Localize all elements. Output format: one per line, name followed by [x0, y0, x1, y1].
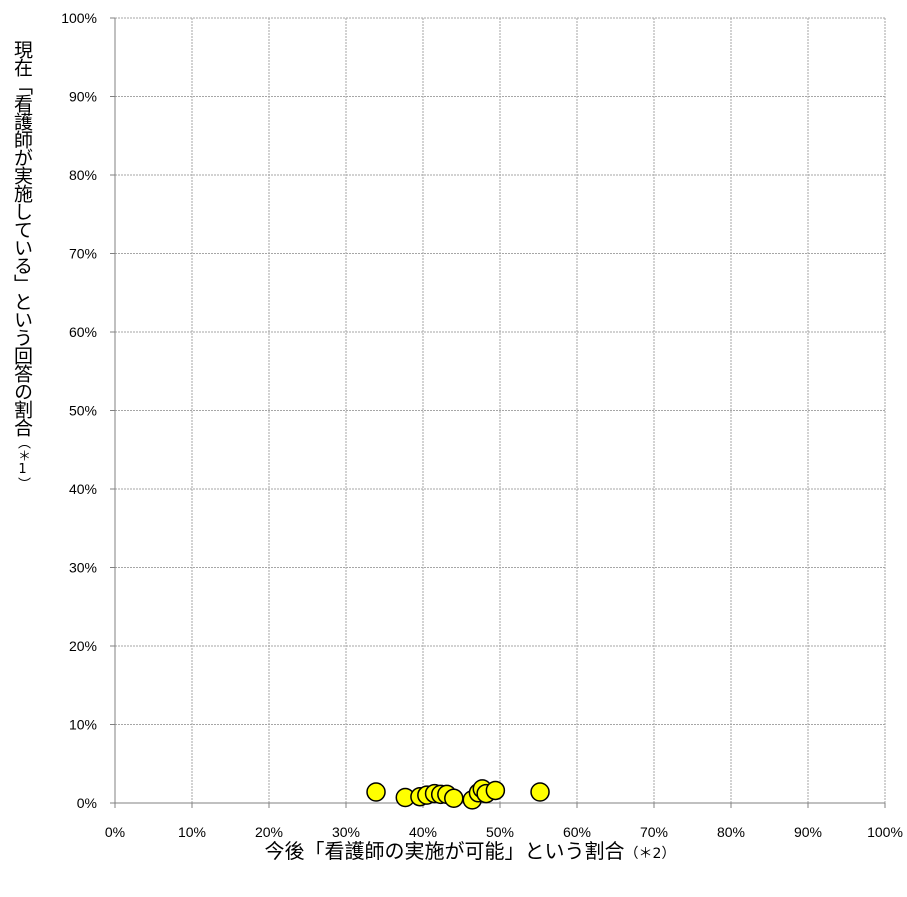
x-tick-label: 40% [409, 824, 437, 840]
y-tick-label: 50% [69, 403, 97, 419]
y-tick-label: 0% [77, 795, 97, 811]
x-axis-label-note: （＊2） [625, 846, 676, 862]
y-tick-label: 100% [61, 10, 97, 26]
x-tick-label: 50% [486, 824, 514, 840]
x-axis-label-text: 今後「看護師の実施が可能」という割合 [265, 839, 625, 863]
x-tick-label: 90% [794, 824, 822, 840]
y-tick-label: 30% [69, 560, 97, 576]
y-tick-label: 20% [69, 638, 97, 654]
scatter-point [530, 782, 550, 802]
y-tick-label: 10% [69, 717, 97, 733]
data-points [366, 779, 550, 810]
y-tick-label: 40% [69, 481, 97, 497]
scatter-point [485, 780, 506, 801]
x-tick-label: 80% [717, 824, 745, 840]
y-tick-label: 90% [69, 89, 97, 105]
x-tick-label: 60% [563, 824, 591, 840]
x-tick-label: 70% [640, 824, 668, 840]
y-axis-label: 現在「看護師が実施している」という回答の割合（＊1） [6, 40, 38, 760]
x-axis-label: 今後「看護師の実施が可能」という割合（＊2） [265, 839, 676, 863]
y-tick-labels: 0% 10% 20% 30% 40% 50% 60% 70% 80% 90% 100% [61, 10, 97, 811]
x-tick-label: 100% [867, 824, 903, 840]
x-tick-labels: 0% 10% 20% 30% 40% 50% 60% 70% 80% 90% 100% [105, 824, 903, 840]
y-tick-label: 60% [69, 324, 97, 340]
gridlines [115, 17, 886, 803]
scatter-point [366, 782, 386, 802]
x-tick-label: 0% [105, 824, 125, 840]
x-tick-label: 10% [178, 824, 206, 840]
y-axis-label-note: （＊1） [15, 436, 30, 490]
y-tick-label: 70% [69, 246, 97, 262]
x-tick-label: 20% [255, 824, 283, 840]
scatter-point [444, 788, 464, 809]
axes [110, 17, 886, 808]
x-tick-label: 30% [332, 824, 360, 840]
y-tick-label: 80% [69, 167, 97, 183]
y-axis-label-text: 現在「看護師が実施している」という回答の割合 [11, 40, 33, 436]
